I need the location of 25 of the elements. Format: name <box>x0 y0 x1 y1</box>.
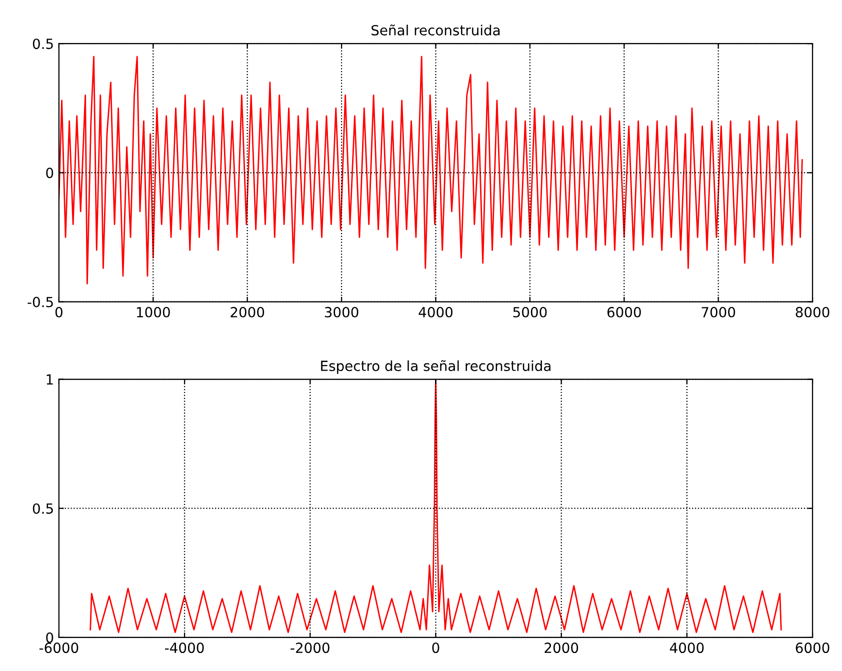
x-tick-label: 5000 <box>513 306 547 318</box>
x-tick-label: 3000 <box>324 306 358 318</box>
y-tick-label: 1 <box>46 374 53 385</box>
line-series <box>58 56 803 284</box>
y-tick-label: 0 <box>46 632 54 643</box>
y-tick-label: 0.5 <box>32 38 53 50</box>
x-tick-label: 4000 <box>418 306 452 318</box>
y-tick-label: 0 <box>46 168 54 178</box>
x-tick-label: 7000 <box>702 306 736 318</box>
x-tick-label: 2000 <box>230 306 264 318</box>
x-tick-label: 0 <box>432 642 440 654</box>
x-tick-label: 1000 <box>136 306 170 318</box>
x-tick-label: 6000 <box>796 642 830 654</box>
x-tick-label: 6000 <box>607 306 641 318</box>
x-tick-label: 4000 <box>670 642 704 654</box>
x-tick-label: -6000 <box>39 642 78 654</box>
y-tick-label: 0.5 <box>32 503 53 514</box>
chart-title: Espectro de la señal reconstruida <box>321 360 550 374</box>
y-tick-label: -0.5 <box>28 296 53 308</box>
chart-title: Señal reconstruida <box>372 24 500 36</box>
x-tick-label: -4000 <box>165 642 204 654</box>
x-tick-label: 2000 <box>544 642 578 654</box>
x-tick-label: -2000 <box>290 642 330 654</box>
x-tick-label: 0 <box>55 306 62 318</box>
x-tick-label: 8000 <box>796 306 830 318</box>
